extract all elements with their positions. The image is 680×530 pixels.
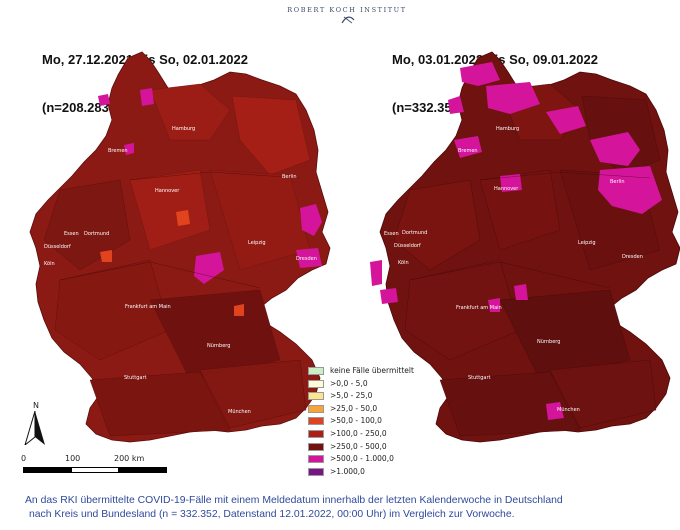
scale-segment	[23, 467, 71, 473]
city-label: Hannover	[494, 186, 519, 192]
map-left-districts	[43, 83, 311, 437]
map-right	[370, 51, 680, 443]
scale-label: 100	[65, 454, 81, 463]
city-label: Dresden	[296, 256, 317, 262]
legend-swatch	[308, 429, 324, 438]
legend-item: >25,0 - 50,0	[308, 403, 428, 416]
legend-label: >25,0 - 50,0	[330, 403, 378, 413]
city-label: Frankfurt am Main	[125, 304, 171, 310]
scale-label: 0	[21, 454, 27, 463]
legend-item: >250,0 - 500,0	[308, 441, 428, 454]
caption-line1: An das RKI übermittelte COVID-19-Fälle m…	[25, 495, 563, 506]
city-label: Essen	[64, 231, 79, 237]
north-letter: N	[33, 401, 39, 410]
city-label: Dresden	[622, 254, 643, 260]
map-right-districts	[393, 83, 661, 437]
legend-label: >100,0 - 250,0	[330, 428, 387, 438]
city-label: Köln	[398, 260, 409, 266]
city-label: Stuttgart	[468, 375, 491, 381]
legend-label: >0,0 - 5,0	[330, 378, 368, 388]
city-label: Bremen	[108, 148, 128, 154]
caption: An das RKI übermittelte COVID-19-Fälle m…	[25, 494, 665, 522]
legend-swatch	[308, 442, 324, 451]
city-label: München	[557, 407, 580, 413]
city-label: Stuttgart	[124, 375, 147, 381]
legend-item: >1.000,0	[308, 466, 428, 479]
legend-label: >500,0 - 1.000,0	[330, 454, 394, 464]
legend-label: >50,0 - 100,0	[330, 416, 382, 426]
rki-logo: ROBERT KOCH INSTITUT	[282, 6, 412, 28]
city-label: Berlin	[610, 179, 625, 185]
legend-item: >500,0 - 1.000,0	[308, 453, 428, 466]
rki-emblem-icon	[341, 16, 355, 24]
scale-label: 200 km	[114, 454, 145, 463]
legend-swatch	[308, 392, 324, 401]
city-label: Düsseldorf	[394, 243, 421, 249]
city-label: Dortmund	[84, 231, 110, 237]
city-label: Hamburg	[172, 126, 196, 132]
legend-swatch	[308, 379, 324, 388]
city-label: Bremen	[458, 148, 478, 154]
map-left-hotspots	[98, 88, 322, 316]
city-label: Hannover	[155, 188, 180, 194]
map-legend: keine Fälle übermittelt >0,0 - 5,0 >5,0 …	[308, 365, 428, 478]
scale-segment	[119, 467, 167, 473]
institute-name: ROBERT KOCH INSTITUT	[287, 6, 407, 14]
legend-item: >50,0 - 100,0	[308, 415, 428, 428]
city-label: Nürnberg	[537, 339, 561, 345]
city-label: Frankfurt am Main	[456, 305, 502, 311]
legend-item: >100,0 - 250,0	[308, 428, 428, 441]
city-label: Dortmund	[402, 230, 428, 236]
city-label: Leipzig	[248, 240, 266, 246]
legend-swatch	[308, 417, 324, 426]
map-right-hotspots	[370, 62, 662, 420]
legend-swatch	[308, 467, 324, 476]
city-label: Köln	[44, 261, 55, 267]
legend-swatch	[308, 455, 324, 464]
legend-item: keine Fälle übermittelt	[308, 365, 428, 378]
caption-line2: nach Kreis und Bundesland (n = 332.352, …	[29, 509, 515, 520]
legend-item: >0,0 - 5,0	[308, 378, 428, 391]
legend-label: >5,0 - 25,0	[330, 391, 373, 401]
north-arrow-icon	[24, 411, 45, 445]
city-label: Hamburg	[496, 126, 520, 132]
legend-label: >250,0 - 500,0	[330, 441, 387, 451]
scale-bar: 0 100 200 km	[18, 452, 198, 482]
map-left	[29, 51, 331, 443]
city-label: Leipzig	[578, 240, 596, 246]
legend-label: keine Fälle übermittelt	[330, 366, 414, 375]
scale-segment	[71, 467, 119, 473]
city-label: Berlin	[282, 174, 297, 180]
legend-label: >1.000,0	[330, 466, 365, 476]
city-label: München	[228, 409, 251, 415]
city-label: Nürnberg	[207, 343, 231, 349]
legend-swatch	[308, 404, 324, 413]
map-left-title-line1: Mo, 27.12.2021 bis So, 02.01.2022	[42, 52, 248, 68]
city-label: Düsseldorf	[44, 244, 71, 250]
legend-swatch	[308, 367, 324, 375]
city-label: Essen	[384, 231, 399, 237]
legend-item: >5,0 - 25,0	[308, 390, 428, 403]
